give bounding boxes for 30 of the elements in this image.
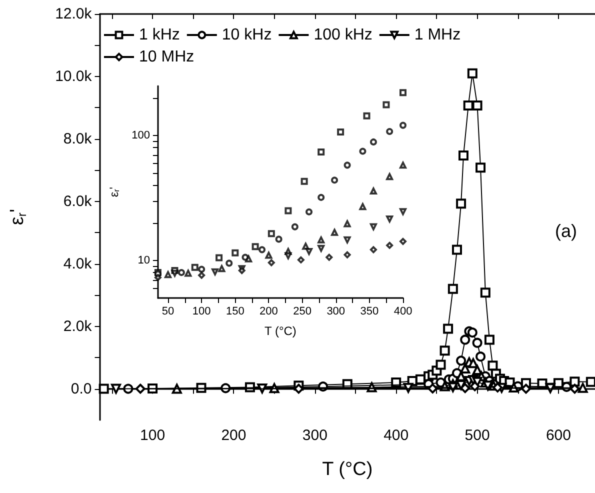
legend-label: 10 MHz bbox=[139, 48, 194, 66]
y-tick-label: 10 bbox=[138, 254, 150, 266]
x-tick-label: 350 bbox=[360, 306, 379, 318]
y-tick-label: 12.0k bbox=[55, 6, 92, 22]
x-tick-label: 50 bbox=[162, 306, 174, 318]
legend-label: 10 kHz bbox=[222, 26, 272, 44]
y-tick-label: 4.0k bbox=[63, 255, 92, 272]
x-tick-label: 400 bbox=[384, 427, 409, 444]
y-tick-label: 6.0k bbox=[63, 192, 92, 210]
x-tick-label: 400 bbox=[394, 306, 412, 318]
x-tick-label: 200 bbox=[260, 306, 278, 318]
annotation: (a) bbox=[555, 221, 577, 241]
legend-label: 1 kHz bbox=[139, 26, 180, 44]
legend-label: 100 kHz bbox=[314, 26, 372, 44]
y-tick-label: 8.0k bbox=[63, 130, 92, 148]
x-axis-title: T (°C) bbox=[322, 459, 373, 480]
x-tick-label: 200 bbox=[221, 427, 246, 444]
x-tick-label: 300 bbox=[302, 427, 328, 444]
y-tick-label: 2.0k bbox=[63, 318, 92, 335]
x-tick-label: 600 bbox=[546, 427, 571, 444]
x-tick-label: 300 bbox=[326, 306, 346, 318]
y-tick-label: 0.0 bbox=[70, 380, 92, 398]
y-axis-title: εr' bbox=[7, 208, 29, 226]
x-axis-title: T (°C) bbox=[264, 324, 296, 338]
x-tick-label: 150 bbox=[226, 306, 244, 318]
y-tick-label: 10.0k bbox=[55, 68, 92, 85]
x-tick-label: 250 bbox=[293, 306, 312, 318]
x-tick-label: 100 bbox=[192, 306, 211, 318]
x-tick-label: 500 bbox=[464, 427, 490, 444]
legend-label: 1 MHz bbox=[414, 26, 461, 44]
